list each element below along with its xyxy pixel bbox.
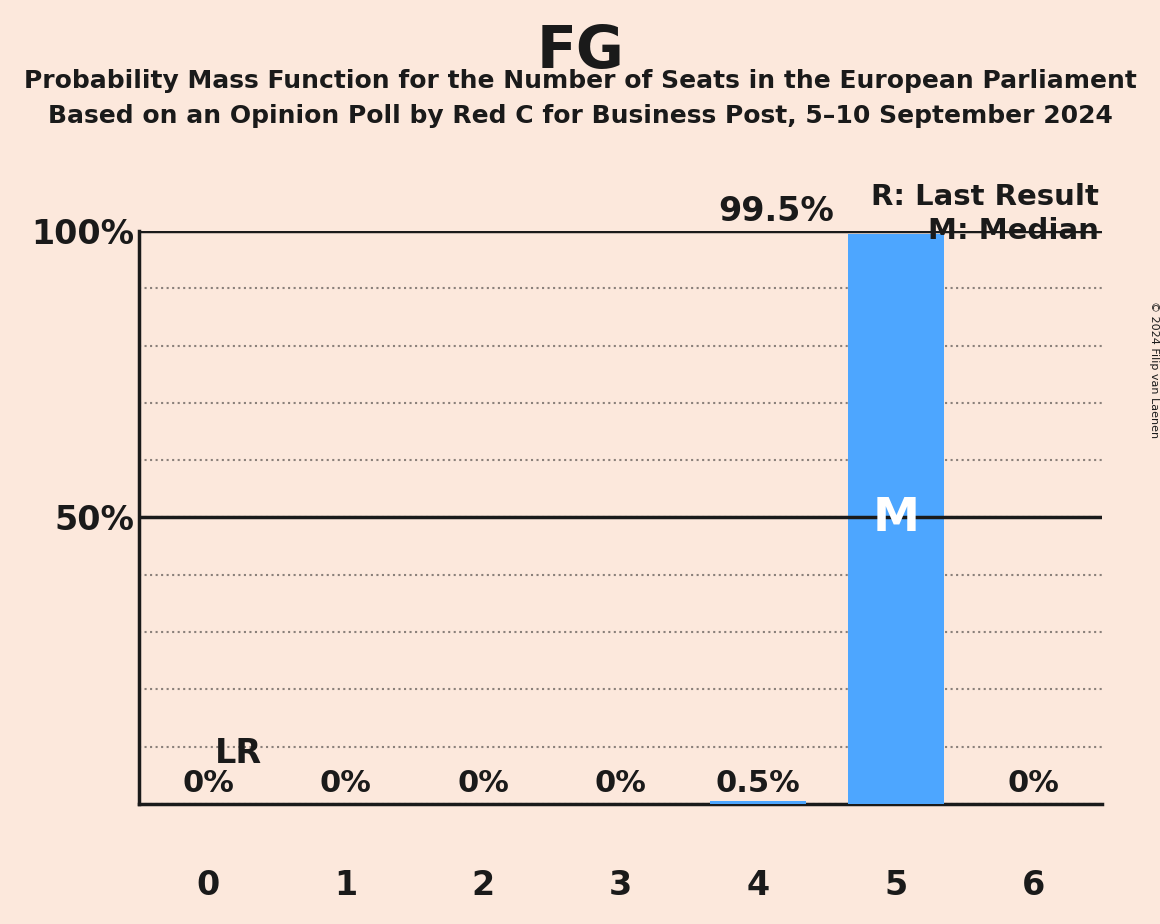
Text: 0%: 0%: [182, 769, 234, 798]
Text: 0: 0: [196, 869, 219, 902]
Text: 0%: 0%: [457, 769, 509, 798]
Text: 99.5%: 99.5%: [718, 195, 834, 228]
Text: 0%: 0%: [595, 769, 646, 798]
Bar: [710, 801, 806, 804]
Text: 4: 4: [747, 869, 770, 902]
Text: 0%: 0%: [1007, 769, 1059, 798]
Text: 2: 2: [471, 869, 494, 902]
Text: Based on an Opinion Poll by Red C for Business Post, 5–10 September 2024: Based on an Opinion Poll by Red C for Bu…: [48, 104, 1112, 128]
Text: M: M: [872, 496, 919, 541]
Text: Probability Mass Function for the Number of Seats in the European Parliament: Probability Mass Function for the Number…: [23, 69, 1137, 93]
Text: 6: 6: [1022, 869, 1045, 902]
Text: LR: LR: [215, 736, 262, 770]
Text: FG: FG: [536, 23, 624, 80]
Text: 5: 5: [884, 869, 907, 902]
Text: M: Median: M: Median: [928, 217, 1100, 245]
Bar: [848, 234, 944, 804]
Text: © 2024 Filip van Laenen: © 2024 Filip van Laenen: [1150, 301, 1159, 438]
Text: 0.5%: 0.5%: [716, 769, 800, 798]
Text: 0%: 0%: [319, 769, 371, 798]
Text: R: Last Result: R: Last Result: [871, 183, 1100, 211]
Text: 3: 3: [609, 869, 632, 902]
Text: 1: 1: [334, 869, 357, 902]
